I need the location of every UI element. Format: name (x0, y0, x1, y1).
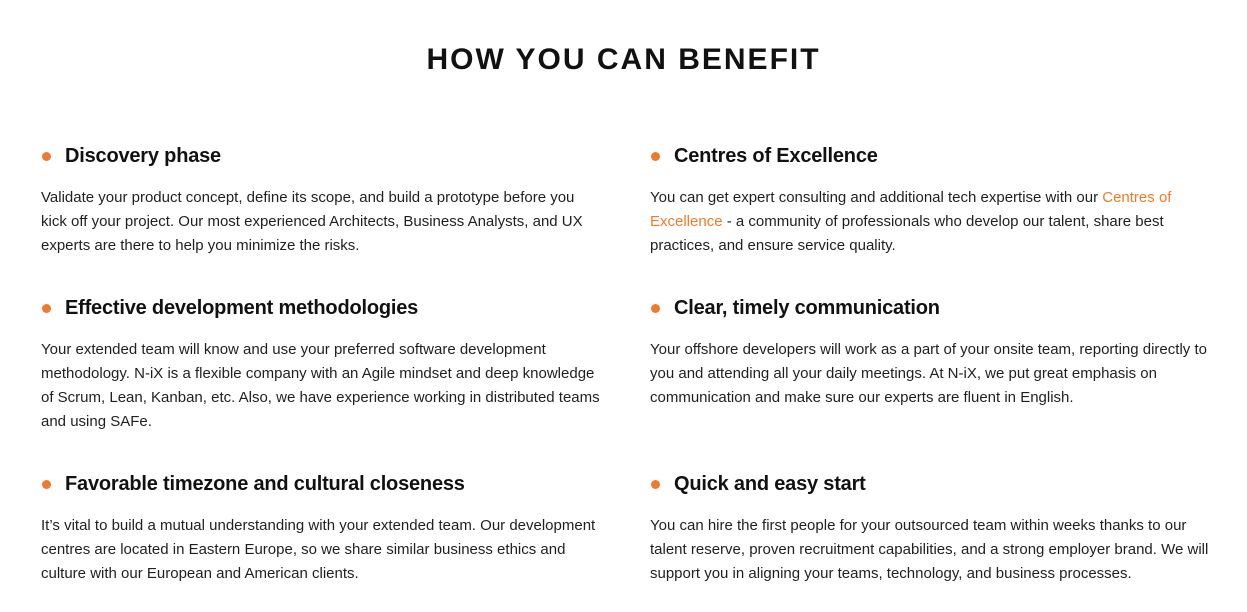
description-text-before: You can get expert consulting and additi… (650, 189, 1103, 206)
benefit-description: You can get expert consulting and additi… (650, 186, 1210, 258)
bullet-dot-icon (651, 303, 660, 313)
benefit-effective-methodologies: Effective development methodologies Your… (41, 292, 601, 434)
benefit-description: You can hire the first people for your o… (650, 517, 1209, 582)
benefit-clear-communication: Clear, timely communication Your offshor… (650, 292, 1210, 410)
description-text-after: - a community of professionals who devel… (650, 213, 1164, 254)
benefit-title: Discovery phase (65, 145, 221, 167)
benefit-heading: Discovery phase (41, 140, 601, 172)
benefit-centres-of-excellence: Centres of Excellence You can get expert… (650, 140, 1210, 258)
bullet-dot-icon (651, 151, 660, 161)
benefit-quick-start: Quick and easy start You can hire the fi… (650, 468, 1210, 586)
centres-of-excellence-link[interactable]: Centres of Excellence (650, 189, 1172, 230)
page-title: HOW YOU CAN BENEFIT (426, 43, 821, 76)
bullet-dot-icon (42, 151, 51, 161)
benefit-discovery-phase: Discovery phase Validate your product co… (41, 140, 601, 258)
benefit-heading: Favorable timezone and cultural closenes… (41, 468, 601, 500)
benefit-description: Validate your product concept, define it… (41, 189, 583, 254)
benefit-title: Quick and easy start (674, 473, 866, 495)
bullet-dot-icon (651, 479, 660, 489)
bullet-dot-icon (42, 303, 51, 313)
benefit-heading: Centres of Excellence (650, 140, 1210, 172)
benefit-title: Effective development methodologies (65, 297, 419, 319)
benefit-title: Favorable timezone and cultural closenes… (65, 473, 465, 495)
benefit-favorable-timezone: Favorable timezone and cultural closenes… (41, 468, 601, 586)
benefit-description: Your extended team will know and use you… (41, 341, 600, 430)
bullet-dot-icon (42, 479, 51, 489)
benefit-heading: Effective development methodologies (41, 292, 601, 324)
benefit-heading: Clear, timely communication (650, 292, 1210, 324)
benefit-description: Your offshore developers will work as a … (650, 341, 1207, 406)
benefit-heading: Quick and easy start (650, 468, 1210, 500)
benefit-description: It’s vital to build a mutual understandi… (41, 517, 596, 582)
benefit-title: Centres of Excellence (674, 145, 878, 167)
benefit-title: Clear, timely communication (674, 297, 940, 319)
